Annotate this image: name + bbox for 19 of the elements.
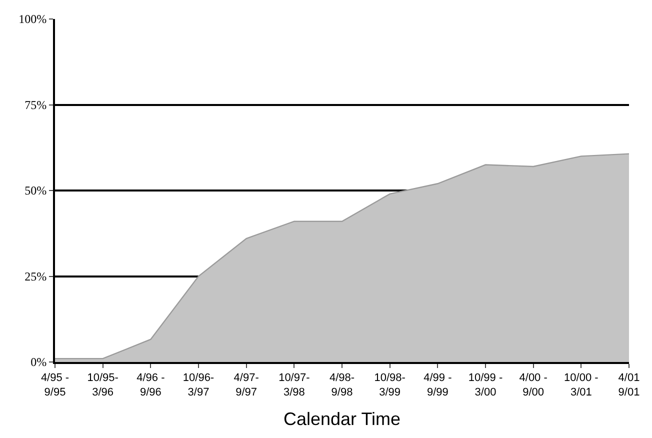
x-tick-label: 4/98- 9/98 (329, 372, 355, 398)
x-tick-label: 10/00 - 3/01 (564, 372, 599, 398)
y-tick-label: 0% (30, 355, 47, 370)
x-tick-label: 4/99 - 9/99 (424, 372, 452, 398)
x-tick-label: 4/97- 9/97 (234, 372, 260, 398)
x-tick-label: 10/99 - 3/00 (468, 372, 503, 398)
x-tick-label: 4/95 - 9/95 (40, 372, 70, 398)
y-tick-label: 100% (18, 12, 47, 26)
x-tick-label: 10/98- 3/99 (374, 372, 406, 398)
x-axis-title: Calendar Time (283, 409, 401, 430)
x-tick-label: 4/01 9/01 (618, 372, 640, 398)
x-tick-label: 4/00 - 9/00 (519, 372, 548, 398)
x-tick-label: 4/96 - 9/96 (136, 372, 166, 398)
y-tick-label: 75% (24, 98, 47, 112)
y-tick-label: 25% (24, 269, 47, 284)
y-tick-label: 50% (24, 184, 47, 198)
x-tick-label: 10/96- 3/97 (182, 372, 214, 398)
x-tick-label: 10/95- 3/96 (87, 372, 119, 398)
x-tick-label: 10/97- 3/98 (278, 372, 310, 398)
